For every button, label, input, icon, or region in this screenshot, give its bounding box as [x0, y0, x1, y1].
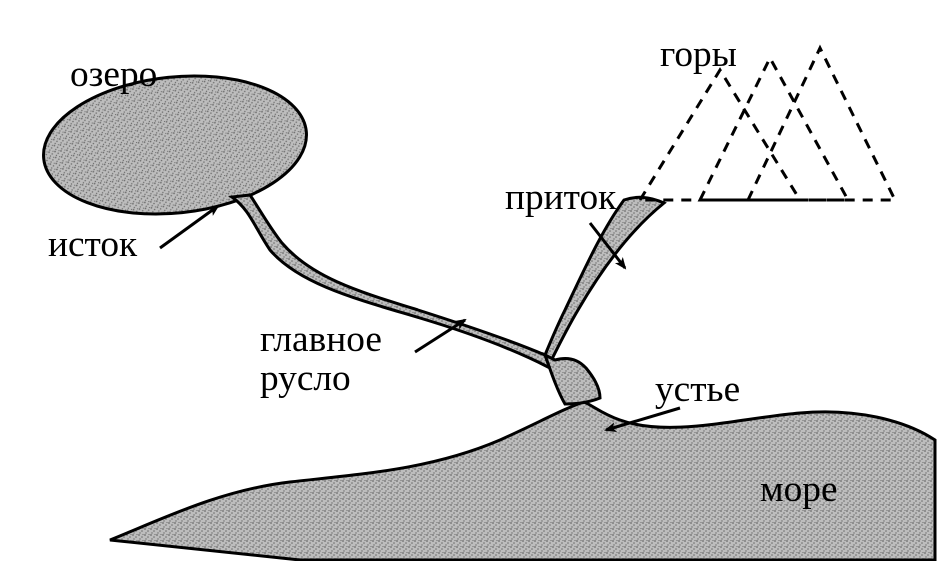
label-mountains: горы [660, 35, 737, 74]
mountain-triangle-1 [640, 70, 800, 200]
label-main-channel: главное русло [260, 320, 382, 398]
mountain-triangle-2 [700, 58, 848, 200]
label-mouth: устье [655, 370, 740, 409]
label-tributary: приток [505, 178, 616, 217]
label-lake: озеро [70, 55, 157, 94]
label-sea: море [760, 470, 838, 509]
label-source: исток [48, 225, 137, 264]
river-mouth-shape [545, 355, 600, 404]
diagram-stage: озеро горы приток исток главное русло ус… [0, 0, 940, 561]
mountain-triangle-3 [748, 48, 895, 200]
